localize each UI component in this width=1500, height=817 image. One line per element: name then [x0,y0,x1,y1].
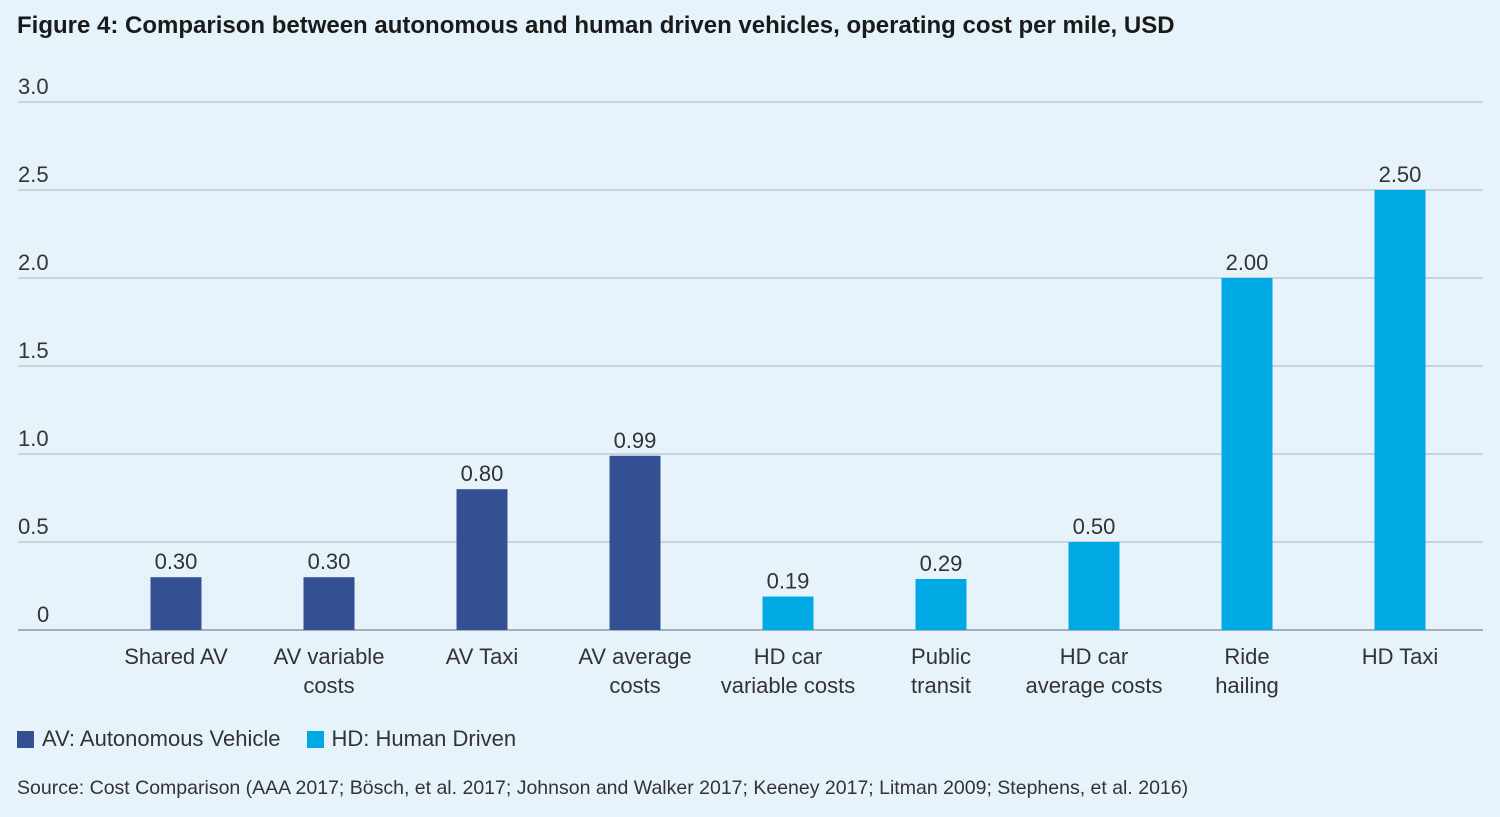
x-tick-label: transit [911,673,971,698]
x-tick-label: variable costs [721,673,856,698]
x-tick-label: HD car [754,644,822,669]
data-label: 0.99 [614,428,657,453]
legend-swatch-hd [306,730,324,748]
x-tick-label: costs [609,673,660,698]
legend-item-av: AV: Autonomous Vehicle [17,726,281,752]
bar [762,596,814,630]
bar [1221,278,1273,630]
x-tick-label: AV Taxi [446,644,519,669]
data-label: 0.19 [767,569,810,594]
y-tick-label: 1.5 [18,338,49,363]
y-tick-label: 0.5 [18,514,49,539]
data-label: 0.30 [155,549,198,574]
x-tick-label: HD Taxi [1362,644,1439,669]
bar [456,489,508,630]
x-tick-label: average costs [1026,673,1163,698]
y-tick-label: 3.0 [18,74,49,99]
x-tick-label: HD car [1060,644,1128,669]
x-tick-label: hailing [1215,673,1279,698]
data-label: 0.50 [1073,514,1116,539]
bar [1374,190,1426,630]
legend-label-hd: HD: Human Driven [331,726,517,751]
x-tick-label: Shared AV [124,644,228,669]
data-label: 0.80 [461,461,504,486]
legend-item-hd: HD: Human Driven [306,726,517,752]
y-tick-label: 2.5 [18,162,49,187]
source-note: Source: Cost Comparison (AAA 2017; Bösch… [17,777,1189,799]
x-tick-label: AV average [578,644,691,669]
bar [915,578,967,630]
x-tick-label: Public [911,644,971,669]
y-tick-label: 0 [37,602,49,627]
x-tick-label: AV variable [274,644,385,669]
data-label: 0.30 [308,549,351,574]
bar [609,455,661,630]
chart-title: Figure 4: Comparison between autonomous … [17,12,1175,39]
data-label: 2.00 [1226,250,1269,275]
x-tick-label: Ride [1224,644,1269,669]
y-tick-label: 1.0 [18,426,49,451]
bar [303,577,355,630]
x-tick-label: costs [303,673,354,698]
bar [1068,542,1120,630]
bar [150,577,202,630]
y-tick-label: 2.0 [18,250,49,275]
legend-swatch-av [17,730,34,748]
data-label: 0.29 [920,551,963,576]
data-label: 2.50 [1379,162,1422,187]
legend: AV: Autonomous Vehicle HD: Human Driven [17,726,516,752]
legend-label-av: AV: Autonomous Vehicle [42,726,281,751]
